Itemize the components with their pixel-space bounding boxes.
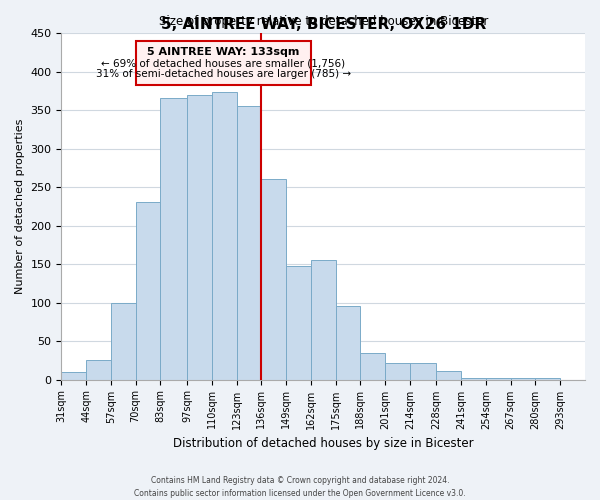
- Bar: [311, 260, 335, 380]
- Bar: [111, 302, 136, 380]
- Bar: [335, 306, 361, 380]
- Bar: [236, 106, 262, 380]
- Bar: [262, 180, 286, 380]
- Text: Size of property relative to detached houses in Bicester: Size of property relative to detached ho…: [158, 16, 488, 28]
- Text: 31% of semi-detached houses are larger (785) →: 31% of semi-detached houses are larger (…: [95, 69, 351, 79]
- Text: Contains HM Land Registry data © Crown copyright and database right 2024.
Contai: Contains HM Land Registry data © Crown c…: [134, 476, 466, 498]
- Text: 5 AINTREE WAY: 133sqm: 5 AINTREE WAY: 133sqm: [147, 47, 299, 57]
- Bar: [61, 372, 86, 380]
- Bar: [535, 378, 560, 380]
- Bar: [511, 378, 535, 380]
- Bar: [410, 362, 436, 380]
- Bar: [361, 352, 385, 380]
- Y-axis label: Number of detached properties: Number of detached properties: [15, 118, 25, 294]
- Bar: [385, 362, 410, 380]
- Bar: [212, 92, 236, 380]
- Title: 5, AINTREE WAY, BICESTER, OX26 1DR: 5, AINTREE WAY, BICESTER, OX26 1DR: [161, 17, 486, 32]
- Bar: [136, 202, 160, 380]
- Bar: [436, 371, 461, 380]
- Bar: [486, 378, 511, 380]
- FancyBboxPatch shape: [136, 40, 311, 84]
- Bar: [187, 94, 212, 380]
- Text: ← 69% of detached houses are smaller (1,756): ← 69% of detached houses are smaller (1,…: [101, 58, 346, 68]
- Bar: [86, 360, 111, 380]
- X-axis label: Distribution of detached houses by size in Bicester: Distribution of detached houses by size …: [173, 437, 473, 450]
- Bar: [286, 266, 311, 380]
- Bar: [160, 98, 187, 380]
- Bar: [461, 378, 486, 380]
